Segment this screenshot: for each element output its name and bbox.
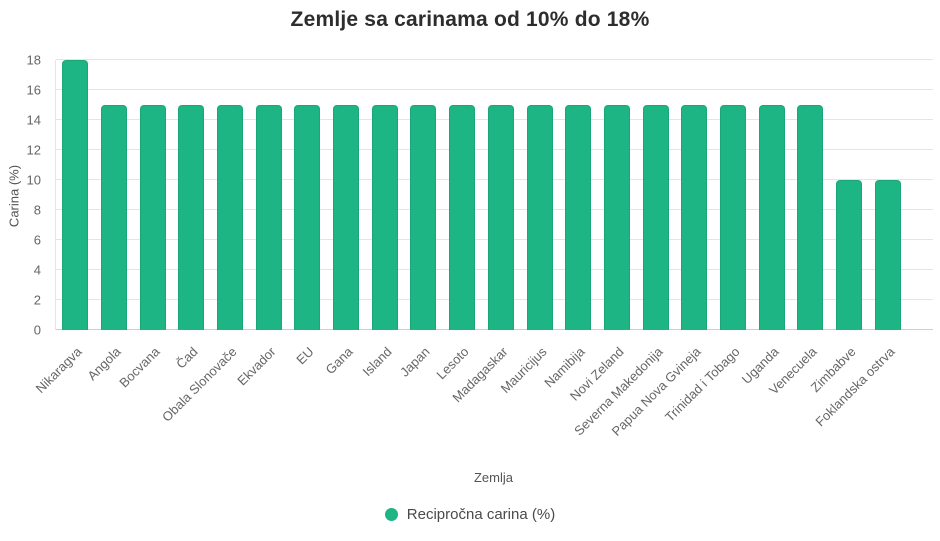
legend-marker-icon [384, 508, 398, 521]
gridline-16 [56, 89, 933, 90]
y-tick-label-4: 4 [33, 262, 41, 278]
bar-trinidad-i-tobago[interactable] [719, 105, 746, 330]
bar-mauricijus[interactable] [526, 105, 553, 330]
bar-venecuela[interactable] [797, 105, 824, 330]
legend[interactable]: Recipročna carina (%) [0, 506, 940, 523]
x-axis-ticks: Nikaragva Angola Bocvana Čad Obala Slonovače… [33, 336, 906, 468]
y-tick-label-2: 2 [33, 292, 41, 308]
legend-label: Recipročna carina (%) [406, 506, 556, 523]
y-tick-label-8: 8 [33, 202, 41, 218]
bar-ad[interactable] [178, 105, 205, 330]
bar-foklandska-ostrva[interactable] [874, 180, 901, 330]
y-tick-label-0: 0 [33, 322, 41, 338]
bar-ekvador[interactable] [255, 105, 282, 330]
gridline-18 [56, 59, 933, 60]
plot-area [55, 59, 933, 330]
bar-bocvana[interactable] [139, 105, 166, 330]
bar-novi-zeland[interactable] [603, 105, 630, 330]
bar-severna-makedonija[interactable] [642, 105, 669, 330]
bar-japan[interactable] [410, 105, 437, 330]
bar-papua-nova-gvineja[interactable] [681, 105, 708, 330]
bar-island[interactable] [371, 105, 398, 330]
bar-madagaskar[interactable] [487, 105, 514, 330]
y-tick-label-16: 16 [26, 82, 41, 98]
bar-lesoto[interactable] [449, 105, 476, 330]
bar-zimbabve[interactable] [835, 180, 862, 330]
y-tick-label-14: 14 [26, 112, 41, 128]
y-tick-label-18: 18 [26, 52, 41, 68]
chart-title: Zemlje sa carinama od 10% do 18% [290, 8, 650, 31]
bar-namibija[interactable] [565, 105, 592, 330]
bar-obala-slonova-e[interactable] [217, 105, 244, 330]
y-tick-label-10: 10 [26, 172, 41, 188]
y-tick-label-6: 6 [33, 232, 41, 248]
bars-container [56, 60, 907, 330]
y-tick-label-12: 12 [26, 142, 41, 158]
bar-angola[interactable] [101, 105, 128, 330]
bar-uganda[interactable] [758, 105, 785, 330]
bar-eu[interactable] [294, 105, 321, 330]
bar-gana[interactable] [333, 105, 360, 330]
y-axis-ticks: 0 2 4 6 8 10 12 14 16 18 [0, 53, 49, 338]
bar-nikaragva[interactable] [62, 60, 89, 330]
x-axis-label: Zemlja [473, 470, 513, 485]
